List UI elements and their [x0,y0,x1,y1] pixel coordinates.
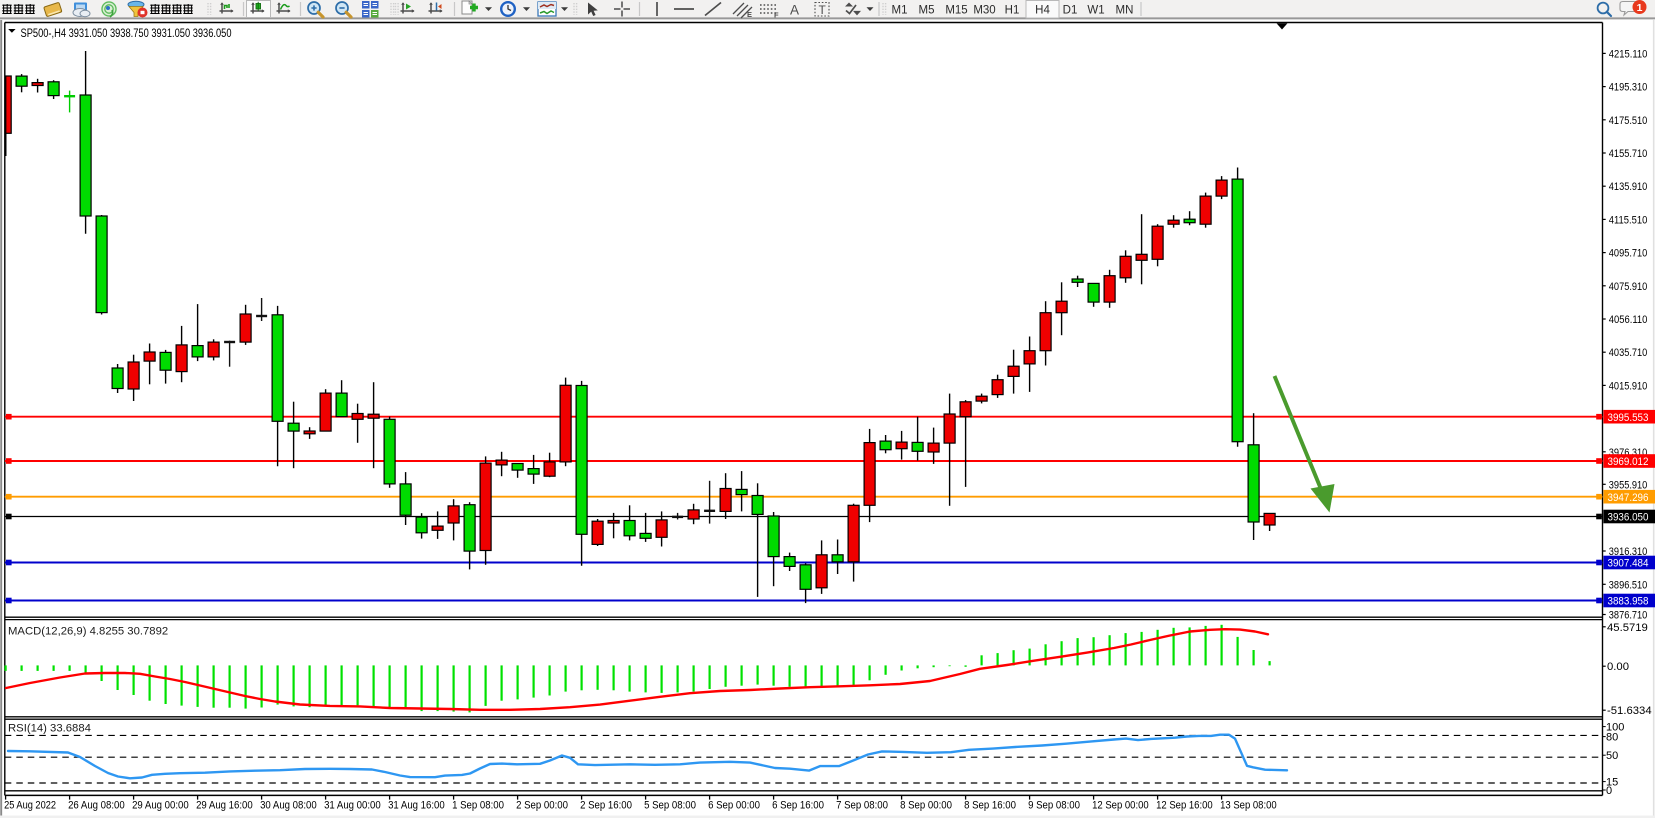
svg-text:0.00: 0.00 [1607,661,1629,673]
svg-text:M1: M1 [892,5,908,17]
svg-text:5 Sep 08:00: 5 Sep 08:00 [644,800,696,812]
svg-text:M30: M30 [973,5,995,17]
svg-text:9 Sep 08:00: 9 Sep 08:00 [1028,800,1080,812]
svg-text:A: A [790,3,799,18]
svg-text:SP500-,H4 3931.050 3938.750 3: SP500-,H4 3931.050 3938.750 3931.050 393… [21,26,232,40]
svg-text:30 Aug 08:00: 30 Aug 08:00 [260,800,317,812]
svg-text:29 Aug 00:00: 29 Aug 00:00 [132,800,189,812]
svg-text:F: F [774,11,779,20]
svg-text:13 Sep 08:00: 13 Sep 08:00 [1220,800,1277,812]
svg-text:12 Sep 16:00: 12 Sep 16:00 [1156,800,1213,812]
svg-text:1: 1 [1637,2,1643,14]
svg-text:M15: M15 [945,5,967,17]
svg-text:4175.510: 4175.510 [1609,115,1648,127]
svg-text:100: 100 [1606,721,1624,733]
svg-text:M5: M5 [919,5,935,17]
svg-text:E: E [747,10,752,19]
svg-text:MACD(12,26,9) 4.8255 30.7892: MACD(12,26,9) 4.8255 30.7892 [8,626,168,638]
svg-text:80: 80 [1606,731,1618,743]
svg-text:D1: D1 [1063,5,1078,17]
svg-text:3876.710: 3876.710 [1609,610,1648,622]
svg-text:T: T [819,3,827,17]
svg-text:50: 50 [1606,750,1618,762]
svg-text:8 Sep 16:00: 8 Sep 16:00 [964,800,1016,812]
svg-text:4195.310: 4195.310 [1609,82,1648,94]
svg-text:MN: MN [1116,5,1134,17]
svg-text:3995.553: 3995.553 [1608,412,1649,424]
svg-text:4035.710: 4035.710 [1609,347,1648,359]
svg-text:4056.110: 4056.110 [1609,314,1648,326]
svg-text:H1: H1 [1005,5,1020,17]
svg-text:3969.012: 3969.012 [1608,456,1649,468]
svg-text:-51.6334: -51.6334 [1607,705,1652,717]
svg-text:4095.710: 4095.710 [1609,248,1648,260]
svg-text:31 Aug 16:00: 31 Aug 16:00 [388,800,445,812]
svg-text:6 Sep 16:00: 6 Sep 16:00 [772,800,824,812]
svg-text:1 Sep 08:00: 1 Sep 08:00 [452,800,504,812]
svg-text:W1: W1 [1087,5,1104,17]
svg-text:6 Sep 00:00: 6 Sep 00:00 [708,800,760,812]
svg-text:4155.710: 4155.710 [1609,148,1648,160]
svg-text:0: 0 [1606,785,1612,797]
svg-text:4015.910: 4015.910 [1609,380,1648,392]
svg-text:RSI(14) 33.6884: RSI(14) 33.6884 [8,723,91,735]
svg-text:3955.910: 3955.910 [1609,479,1648,491]
svg-text:8 Sep 00:00: 8 Sep 00:00 [900,800,952,812]
svg-text:4115.510: 4115.510 [1609,214,1648,226]
svg-text:15: 15 [1606,776,1618,788]
svg-text:31 Aug 00:00: 31 Aug 00:00 [324,800,381,812]
svg-text:2 Sep 16:00: 2 Sep 16:00 [580,800,632,812]
svg-text:26 Aug 08:00: 26 Aug 08:00 [68,800,125,812]
svg-text:7 Sep 08:00: 7 Sep 08:00 [836,800,888,812]
svg-text:4135.910: 4135.910 [1609,181,1648,193]
svg-text:3907.484: 3907.484 [1608,558,1649,570]
svg-text:2 Sep 00:00: 2 Sep 00:00 [516,800,568,812]
svg-text:3883.958: 3883.958 [1608,596,1649,608]
svg-text:3947.296: 3947.296 [1608,492,1649,504]
svg-text:45.5719: 45.5719 [1607,622,1648,634]
svg-text:25 Aug 2022: 25 Aug 2022 [4,800,56,812]
svg-text:3936.050: 3936.050 [1608,512,1649,524]
svg-text:4075.910: 4075.910 [1609,281,1648,293]
svg-text:4215.110: 4215.110 [1609,48,1648,60]
svg-text:12 Sep 00:00: 12 Sep 00:00 [1092,800,1149,812]
svg-text:3896.510: 3896.510 [1609,579,1648,591]
svg-text:H4: H4 [1035,5,1050,17]
svg-text:29 Aug 16:00: 29 Aug 16:00 [196,800,253,812]
svg-text:3916.310: 3916.310 [1609,546,1648,558]
